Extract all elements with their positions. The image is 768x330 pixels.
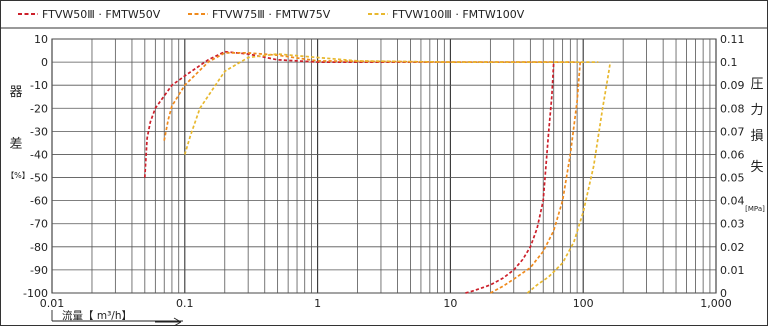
y-right-tick-label: 0.06 xyxy=(720,148,745,161)
y-left-tick-label: -80 xyxy=(30,241,48,254)
x-label-arrow-head xyxy=(173,317,182,327)
axes: 100-10-20-30-40-50-60-70-80-90-1000.110.… xyxy=(23,33,744,310)
y-right-tick-label: 0.09 xyxy=(720,79,745,92)
error-curve xyxy=(183,53,599,155)
legend-label: FTVW75Ⅲ · FMTW75V xyxy=(212,8,331,21)
grid xyxy=(51,38,717,294)
plot-area xyxy=(51,38,717,294)
y-right-label-char: 力 xyxy=(750,103,763,118)
y-left-tick-label: 10 xyxy=(34,33,48,46)
y-right-tick-label: 0.1 xyxy=(720,56,738,69)
y-left-tick-label: 0 xyxy=(41,56,48,69)
y-right-tick-label: 0.11 xyxy=(720,33,745,46)
legend-label: FTVW100Ⅲ · FMTW100V xyxy=(392,8,525,21)
x-tick-label: 0.01 xyxy=(40,297,65,310)
x-tick-label: 1 xyxy=(314,297,321,310)
x-tick-label: 1,000 xyxy=(700,297,732,310)
y-left-tick-label: -100 xyxy=(23,287,48,300)
y-left-tick-label: -20 xyxy=(30,102,48,115)
y-left-tick-label: -50 xyxy=(30,172,48,185)
y-right-tick-label: 0.04 xyxy=(720,195,745,208)
y-right-label-char: 失 xyxy=(750,160,763,175)
x-tick-label: 0.1 xyxy=(176,297,194,310)
pressure-loss-curve xyxy=(465,62,555,294)
y-left-label-char: 器 xyxy=(9,85,22,100)
legend: FTVW50Ⅲ · FMTW50V FTVW75Ⅲ · FMTW75V FTVW10… xyxy=(18,8,525,21)
y-left-unit: 【%】 xyxy=(6,171,30,180)
y-left-tick-label: -90 xyxy=(30,264,48,277)
y-left-tick-label: -70 xyxy=(30,218,48,231)
x-tick-label: 100 xyxy=(573,297,594,310)
y-right-label-char: 圧 xyxy=(750,77,763,92)
y-left-tick-label: -40 xyxy=(30,148,48,161)
error-curve xyxy=(143,50,554,178)
y-right-tick-label: 0.05 xyxy=(720,172,745,185)
y-right-label-char: 損 xyxy=(750,129,763,144)
y-left-tick-label: -60 xyxy=(30,195,48,208)
pressure-loss-curve xyxy=(489,62,582,294)
x-tick-label: 10 xyxy=(443,297,457,310)
y-right-tick-label: 0.02 xyxy=(720,241,745,254)
y-left-label-char: 差 xyxy=(9,137,22,152)
y-right-tick-label: 0.08 xyxy=(720,102,745,115)
y-left-tick-label: -10 xyxy=(30,79,48,92)
legend-label: FTVW50Ⅲ · FMTW50V xyxy=(42,8,161,21)
y-right-tick-label: 0.07 xyxy=(720,125,745,138)
x-axis-label: 流量【 m³/h】 xyxy=(62,309,132,322)
y-right-tick-label: 0.03 xyxy=(720,218,745,231)
curves xyxy=(143,50,612,294)
y-right-unit: [MPa] xyxy=(745,205,765,213)
y-right-tick-label: 0 xyxy=(720,287,727,300)
y-left-tick-label: -30 xyxy=(30,125,48,138)
y-right-tick-label: 0.01 xyxy=(720,264,745,277)
